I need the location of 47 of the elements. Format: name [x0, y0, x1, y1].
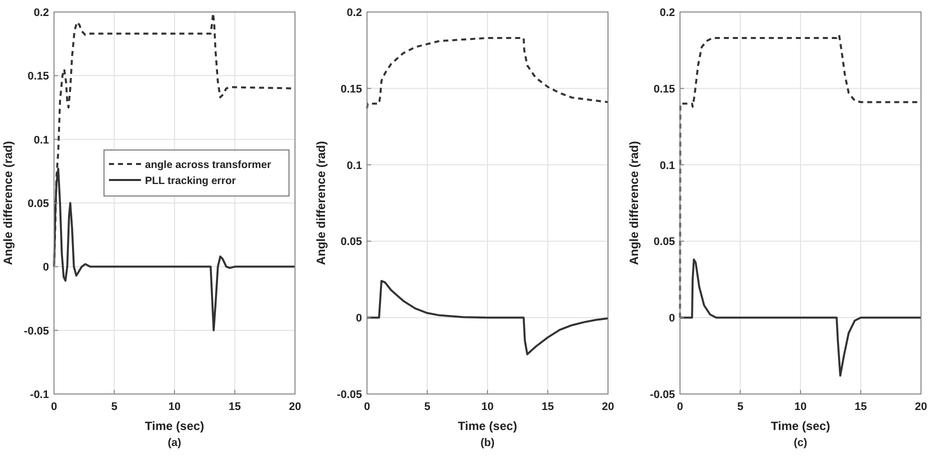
- x-axis-title: Time (sec): [770, 419, 830, 433]
- y-tick-label: 0.05: [28, 198, 49, 210]
- x-tick-label: 0: [364, 401, 370, 413]
- y-tick-label: 0.15: [654, 83, 675, 96]
- y-tick-label: 0: [42, 262, 49, 274]
- line-series: [366, 36, 609, 110]
- y-tick-label: -0.05: [24, 325, 49, 338]
- y-tick-label: 0: [356, 312, 362, 325]
- x-tick-label: 5: [111, 401, 118, 413]
- y-axis-title: Angle difference (rad): [627, 140, 641, 266]
- x-tick-label: 5: [424, 401, 430, 413]
- x-tick-label: 20: [288, 401, 302, 413]
- y-tick-label: -0.1: [30, 389, 49, 401]
- y-tick-label: 0.05: [654, 236, 675, 248]
- y-tick-label: -0.05: [650, 389, 675, 401]
- y-tick-label: 0.1: [346, 160, 362, 172]
- legend-label: PLL tracking error: [145, 175, 236, 187]
- legend-label: angle across transformer: [145, 159, 272, 171]
- text: (b): [480, 437, 495, 449]
- x-tick-label: 0: [50, 401, 58, 413]
- y-tick-label: 0.15: [340, 83, 362, 96]
- y-tick-label: 0.1: [660, 160, 675, 172]
- x-tick-label: 15: [228, 401, 241, 413]
- x-tick-label: 10: [168, 401, 181, 413]
- x-axis-title: Time (sec): [144, 419, 204, 433]
- y-tick-label: 0.05: [340, 236, 362, 248]
- text: (c): [794, 437, 808, 449]
- x-axis-title: Time (sec): [458, 419, 518, 433]
- y-tick-label: 0.1: [34, 134, 49, 146]
- y-tick-label: 0.2: [346, 7, 362, 19]
- y-tick-label: 0.2: [660, 7, 675, 19]
- y-tick-label: 0.15: [28, 70, 49, 83]
- x-tick-label: 10: [481, 401, 494, 413]
- x-tick-label: 5: [737, 401, 744, 413]
- x-tick-label: 15: [542, 401, 554, 413]
- x-tick-label: 0: [676, 401, 684, 413]
- y-axis-title: Angle difference (rad): [1, 140, 15, 266]
- y-axis-title: Angle difference (rad): [314, 140, 328, 266]
- x-tick-label: 15: [854, 401, 867, 413]
- y-tick-label: 0.2: [34, 7, 49, 19]
- text: (a): [168, 437, 182, 449]
- line-series: [366, 280, 609, 356]
- x-tick-label: 10: [794, 401, 807, 413]
- x-tick-label: 20: [914, 401, 928, 413]
- y-tick-label: -0.05: [336, 389, 362, 401]
- x-tick-label: 20: [602, 401, 614, 413]
- y-tick-label: 0: [668, 312, 675, 325]
